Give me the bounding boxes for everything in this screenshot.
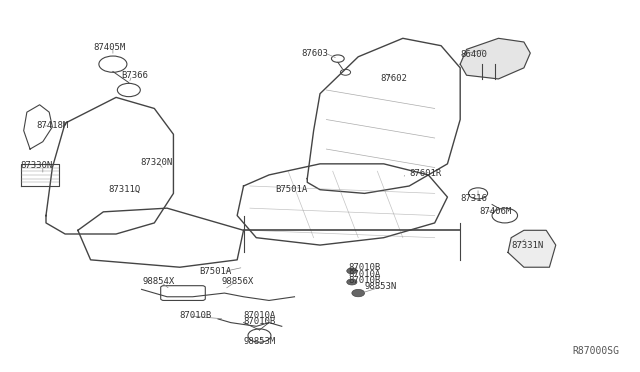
Text: 87418M: 87418M <box>36 121 68 129</box>
Text: 98853M: 98853M <box>244 337 276 346</box>
Text: 87602: 87602 <box>381 74 408 83</box>
Text: 86400: 86400 <box>460 51 487 60</box>
Text: 87010A: 87010A <box>349 270 381 279</box>
Text: R87000SG: R87000SG <box>573 346 620 356</box>
Polygon shape <box>508 230 556 267</box>
Text: 87010B: 87010B <box>180 311 212 320</box>
Text: 87331N: 87331N <box>511 241 543 250</box>
Text: 87330N: 87330N <box>20 161 52 170</box>
Text: 98854X: 98854X <box>143 278 175 286</box>
Text: 98853N: 98853N <box>365 282 397 291</box>
Text: 87406M: 87406M <box>479 207 511 217</box>
Text: 87601R: 87601R <box>409 169 442 177</box>
Circle shape <box>347 268 357 274</box>
Circle shape <box>352 289 365 297</box>
Circle shape <box>347 279 357 285</box>
Text: 87010B: 87010B <box>349 276 381 285</box>
Polygon shape <box>460 38 531 79</box>
Text: 87010B: 87010B <box>349 263 381 272</box>
Text: 87320N: 87320N <box>140 157 173 167</box>
Text: 87405M: 87405M <box>94 43 126 52</box>
Text: 87316: 87316 <box>460 195 487 203</box>
Text: 87010A: 87010A <box>244 311 276 320</box>
Text: B7366: B7366 <box>121 71 148 80</box>
Text: 87603: 87603 <box>301 49 328 58</box>
Text: B7501A: B7501A <box>199 267 231 276</box>
Text: 87311Q: 87311Q <box>108 185 141 194</box>
Text: 87010B: 87010B <box>244 317 276 326</box>
Text: 98856X: 98856X <box>221 278 253 286</box>
Text: B7501A: B7501A <box>275 185 308 194</box>
